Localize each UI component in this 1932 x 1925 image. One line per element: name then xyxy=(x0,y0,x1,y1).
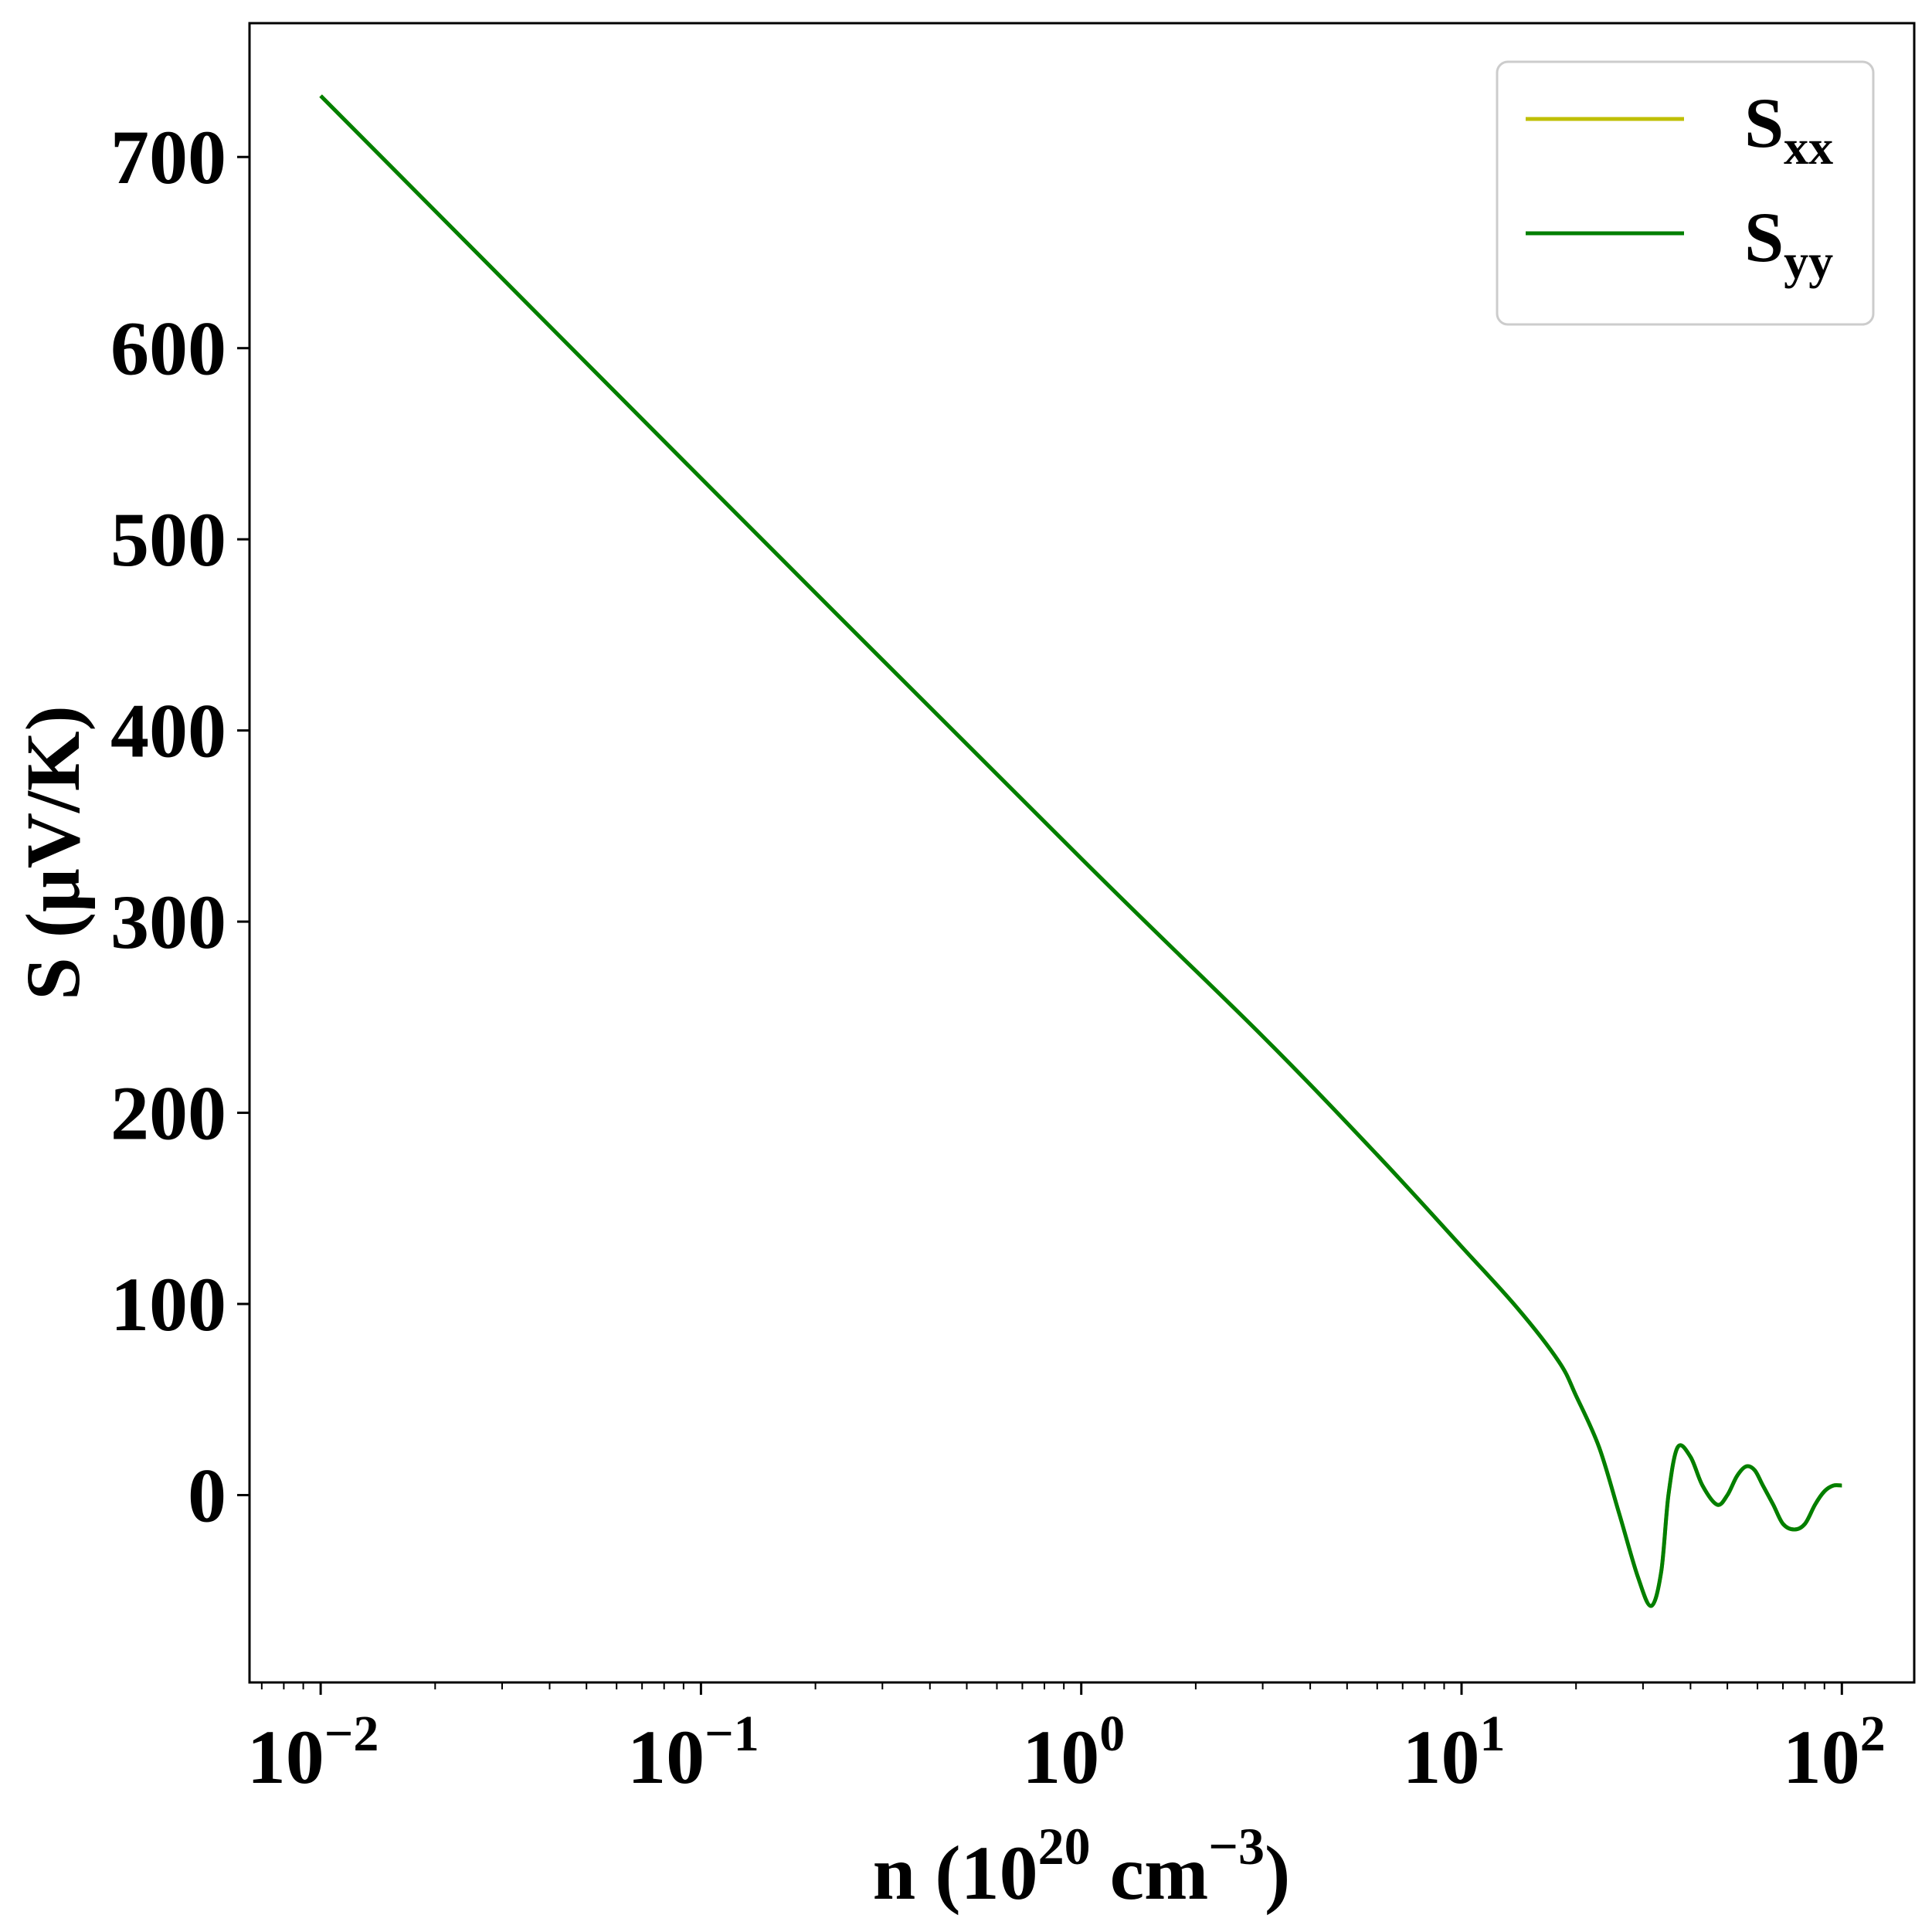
y-tick-label-500: 500 xyxy=(110,497,226,582)
y-tick-label-600: 600 xyxy=(110,306,226,392)
y-tick-label-400: 400 xyxy=(110,688,226,774)
x-tick-label-3: 101 xyxy=(1403,1706,1506,1800)
legend-label-sxx: Sxx xyxy=(1744,83,1833,175)
x-tick-label-4: 102 xyxy=(1783,1706,1886,1800)
x-axis-title-sup2: −3 xyxy=(1208,1817,1265,1876)
legend-label-syy: Syy xyxy=(1744,198,1833,289)
x-axis-title-suffix: ) xyxy=(1265,1830,1290,1916)
x-tick-label-1: 10−1 xyxy=(627,1706,759,1800)
x-tick-label-0: 10−2 xyxy=(247,1706,379,1800)
y-tick-label-0: 0 xyxy=(188,1452,226,1538)
x-axis-title-sup1: 20 xyxy=(1038,1817,1091,1876)
x-axis-title: n (1020 cm−3) xyxy=(873,1817,1291,1916)
y-tick-label-200: 200 xyxy=(110,1071,226,1156)
legend-box xyxy=(1496,60,1875,326)
legend: Sxx Syy xyxy=(1496,60,1875,326)
y-tick-label-700: 700 xyxy=(110,114,226,200)
legend-label-sxx-sub: xx xyxy=(1784,120,1833,175)
legend-label-sxx-main: S xyxy=(1744,83,1784,162)
x-axis-title-middle: cm xyxy=(1091,1830,1209,1916)
series-layer xyxy=(319,94,1842,1608)
ticks-layer: 0 100 200 300 400 500 600 700 10−2 10−1 100 101 102 xyxy=(110,114,1886,1800)
legend-label-syy-main: S xyxy=(1744,198,1784,277)
x-axis-title-prefix: n (10 xyxy=(873,1830,1038,1916)
y-axis-title: S (μV/K) xyxy=(10,705,96,1000)
y-tick-label-100: 100 xyxy=(110,1261,226,1347)
plot-frame xyxy=(248,22,1916,1684)
legend-label-syy-sub: yy xyxy=(1784,234,1833,289)
y-tick-label-300: 300 xyxy=(110,879,226,965)
x-tick-label-2: 100 xyxy=(1022,1706,1125,1800)
series-line-yy xyxy=(319,94,1842,1608)
